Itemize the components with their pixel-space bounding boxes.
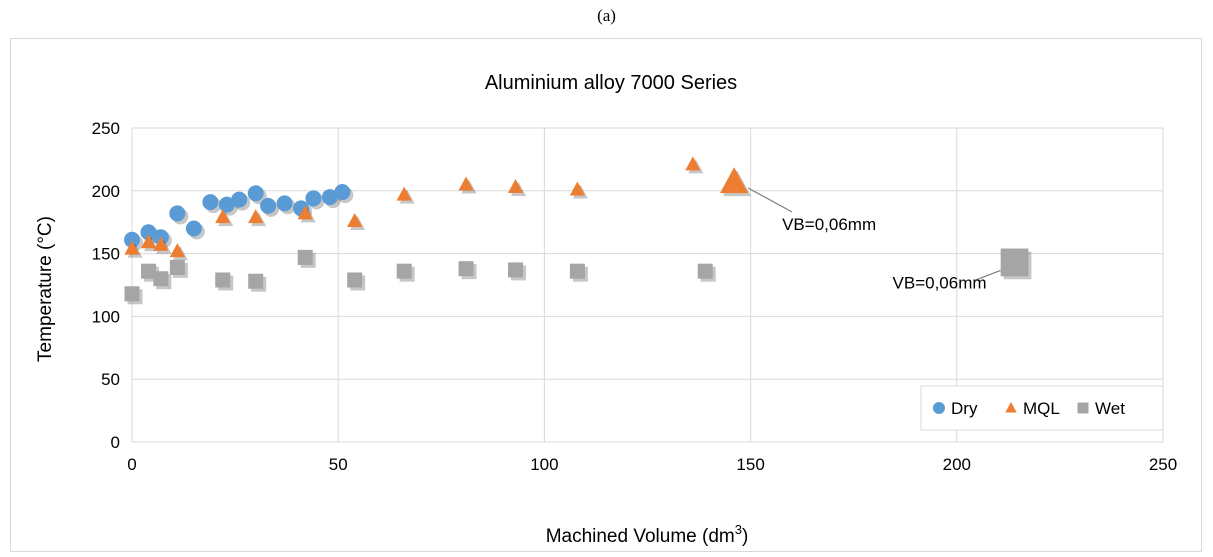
wet-point xyxy=(248,273,264,289)
annotation-label: VB=0,06mm xyxy=(782,215,876,234)
figure-caption: (a) xyxy=(597,6,616,25)
x-tick-label: 100 xyxy=(530,455,558,474)
y-tick-labels: 0 50 100 150 200 250 xyxy=(92,119,120,452)
mql-point xyxy=(248,209,264,224)
chart-frame: Aluminium alloy 7000 Series 0 50 100 150 200… xyxy=(10,38,1202,552)
mql-point xyxy=(458,176,474,191)
wet-point xyxy=(297,249,313,265)
legend-marker-mql xyxy=(1005,402,1017,413)
legend-marker-dry xyxy=(933,402,945,414)
mql-point xyxy=(685,156,701,171)
wet-point xyxy=(508,262,524,278)
mql-point xyxy=(507,179,524,194)
dry-point xyxy=(185,220,202,237)
x-tick-label: 50 xyxy=(329,455,348,474)
wet-point xyxy=(153,271,169,287)
x-axis-title-main: Machined Volume (dm xyxy=(546,526,735,547)
legend-box xyxy=(920,385,1164,431)
annotation-leader-lines xyxy=(747,187,1001,281)
chart-title: Aluminium alloy 7000 Series xyxy=(485,72,737,94)
dry-point xyxy=(124,231,140,248)
mql-point xyxy=(140,234,157,249)
mql-point xyxy=(347,212,363,227)
annotation-leader-line xyxy=(974,269,1001,281)
wet-point xyxy=(124,286,140,302)
wet-point xyxy=(347,272,363,288)
y-tick-label: 200 xyxy=(92,182,120,201)
wet-point xyxy=(215,272,231,288)
wet-point xyxy=(140,263,156,279)
annotation-label: VB=0,06mm xyxy=(893,273,987,292)
x-axis-title-superscript: 3 xyxy=(735,522,742,537)
mql-point xyxy=(215,209,231,224)
dry-point xyxy=(140,224,157,241)
x-axis-title-end: ) xyxy=(742,526,748,547)
legend-marker-wet xyxy=(1077,402,1089,414)
scatter-chart: Aluminium alloy 7000 Series 0 50 100 150 200… xyxy=(35,72,1177,547)
y-axis-title: Temperature (°C) xyxy=(35,216,56,362)
wet-point xyxy=(458,261,474,277)
mql-point xyxy=(297,205,313,220)
x-tick-labels: 0 50 100 150 200 250 xyxy=(127,455,1177,474)
y-tick-label: 250 xyxy=(92,119,120,138)
mql-point xyxy=(569,181,585,196)
wet-point xyxy=(569,263,585,279)
legend-label-mql: MQL xyxy=(1023,399,1060,418)
y-tick-label: 50 xyxy=(101,370,120,389)
x-tick-label: 250 xyxy=(1149,455,1177,474)
legend-label-wet: Wet xyxy=(1095,399,1125,418)
dry-point xyxy=(260,197,277,214)
wet-point xyxy=(1000,248,1029,277)
dry-point xyxy=(276,195,293,212)
mql-point xyxy=(124,240,140,255)
x-tick-label: 0 xyxy=(127,455,136,474)
mql-point xyxy=(153,236,169,251)
x-tick-label: 150 xyxy=(736,455,764,474)
dry-point xyxy=(169,205,186,222)
dry-point xyxy=(247,185,264,202)
x-tick-label: 200 xyxy=(943,455,971,474)
dry-point xyxy=(202,194,219,211)
legend-label-dry: Dry xyxy=(951,399,978,418)
dry-point xyxy=(334,184,351,201)
annotation-leader-line xyxy=(747,187,793,213)
mql-point xyxy=(396,186,412,201)
dry-point xyxy=(321,189,338,206)
mql-point xyxy=(169,243,185,258)
legend: Dry MQL Wet xyxy=(920,385,1164,431)
y-tick-label: 100 xyxy=(92,307,120,326)
mql-point xyxy=(720,167,749,194)
y-tick-label: 0 xyxy=(111,433,120,452)
dry-point xyxy=(218,196,235,213)
data-points xyxy=(124,156,1032,305)
wet-point xyxy=(396,263,412,279)
wet-point xyxy=(697,263,713,279)
dry-point xyxy=(231,191,248,208)
annotations: VB=0,06mm VB=0,06mm xyxy=(782,215,986,292)
x-axis-title: Machined Volume (dm3) xyxy=(546,522,749,547)
wet-point xyxy=(169,259,185,275)
y-tick-label: 150 xyxy=(92,245,120,264)
dry-point xyxy=(305,190,322,207)
